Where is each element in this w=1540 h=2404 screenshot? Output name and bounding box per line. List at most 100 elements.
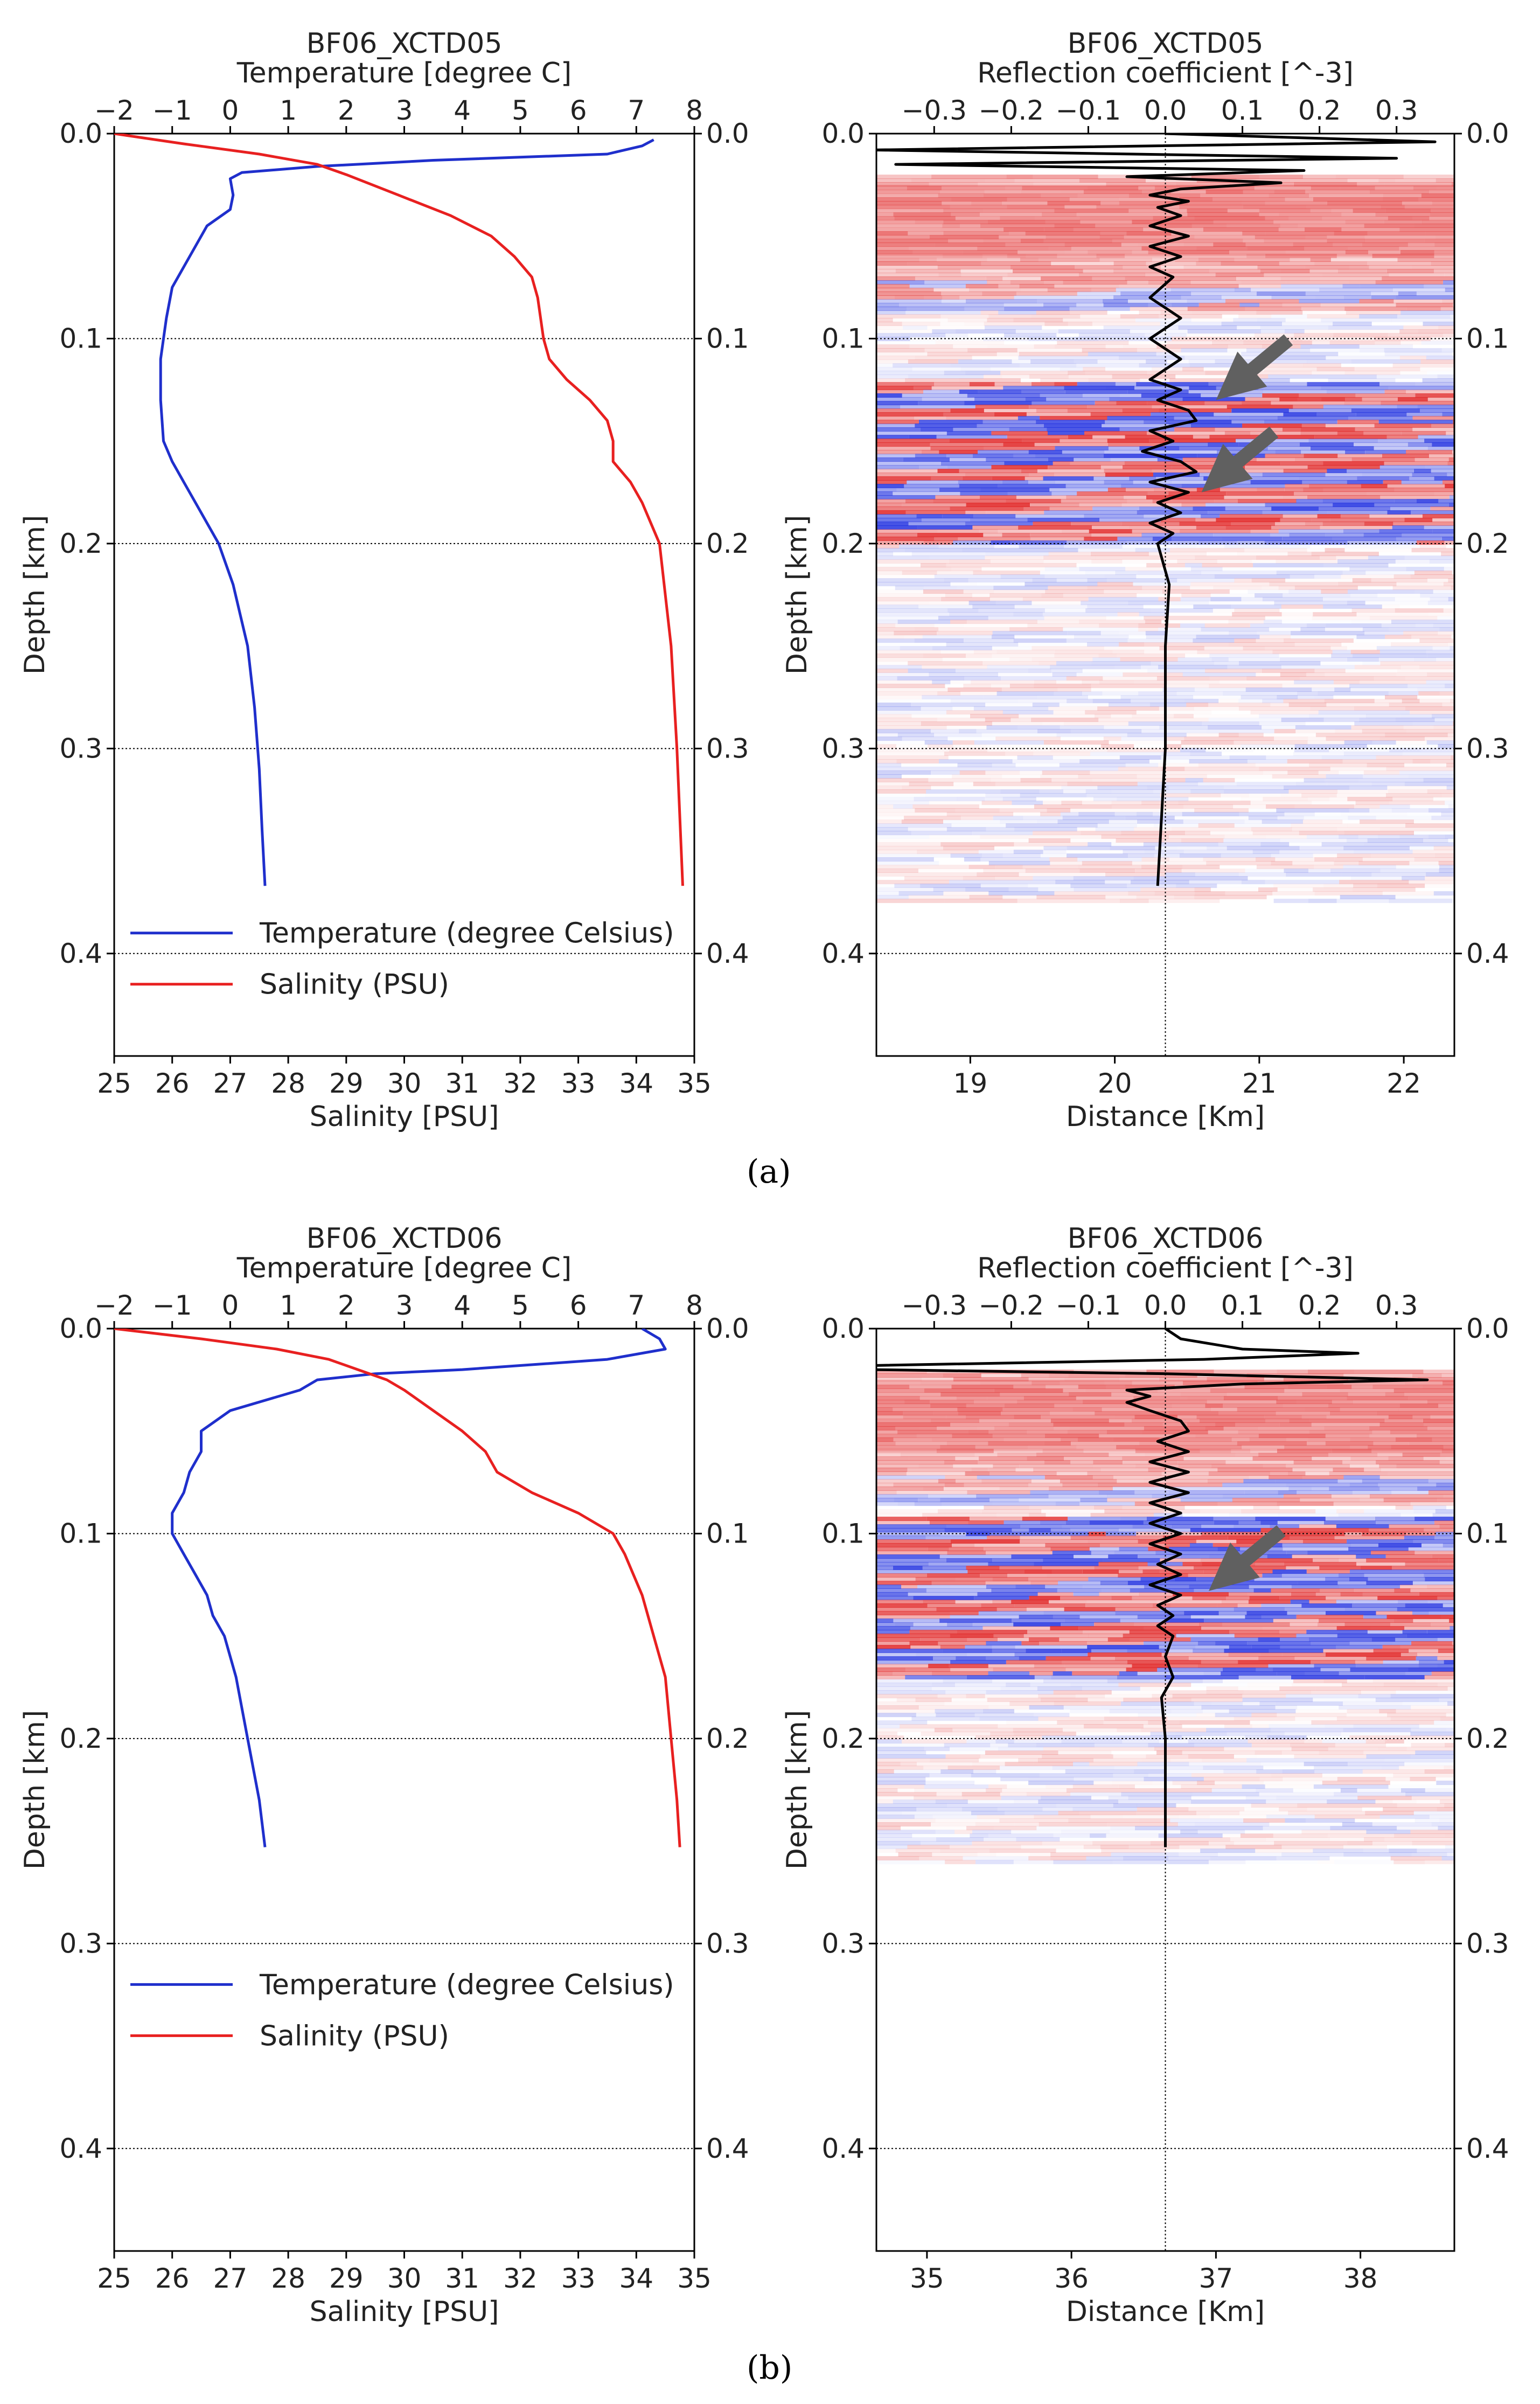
bottom-tick-label: 35 (910, 2263, 944, 2294)
top-tick-label: 3 (396, 95, 413, 126)
y-tick-label: 0.1 (821, 1518, 865, 1549)
y2-tick-label: 0.0 (706, 118, 749, 149)
panel-label-b: (b) (747, 2349, 793, 2387)
y2-tick-label: 0.2 (1466, 528, 1509, 559)
y2-tick-label: 0.2 (1466, 1723, 1509, 1754)
chart-title: BF06_XCTD05 (1068, 27, 1264, 60)
bottom-tick-label: 35 (677, 1068, 712, 1099)
arrow-annotation (1201, 426, 1279, 492)
bottom-tick-label: 34 (619, 1068, 653, 1099)
top-tick-label: 8 (686, 1290, 703, 1321)
top-axis-label: Reflection coefficient [^-3] (977, 1252, 1354, 1284)
top-tick-label: 7 (628, 95, 645, 126)
top-tick-label: 0.2 (1298, 95, 1341, 126)
reflection-coefficient-line (876, 134, 1437, 886)
top-tick-label: 2 (338, 1290, 355, 1321)
y-tick-label: 0.0 (59, 1313, 102, 1344)
y-tick-label: 0.3 (821, 1928, 865, 1959)
y-axis-label: Depth [km] (781, 515, 813, 675)
top-tick-label: 0.0 (1144, 1290, 1187, 1321)
bottom-axis-label: Salinity [PSU] (310, 1101, 499, 1133)
bottom-axis-label: Salinity [PSU] (310, 2296, 499, 2328)
y-tick-label: 0.1 (59, 1518, 102, 1549)
y-axis-label: Depth [km] (19, 1710, 51, 1870)
y2-tick-label: 0.2 (706, 1723, 749, 1754)
y2-tick-label: 0.3 (1466, 1928, 1509, 1959)
top-tick-label: 6 (570, 95, 587, 126)
y-tick-label: 0.0 (59, 118, 102, 149)
top-tick-label: −0.3 (902, 95, 967, 126)
bottom-tick-label: 28 (271, 1068, 305, 1099)
bottom-axis-label: Distance [Km] (1066, 2296, 1265, 2328)
bottom-tick-label: 31 (445, 2263, 479, 2294)
y2-tick-label: 0.1 (706, 1518, 749, 1549)
top-tick-label: 4 (454, 1290, 471, 1321)
top-tick-label: 5 (512, 95, 529, 126)
bottom-tick-label: 36 (1054, 2263, 1089, 2294)
y-tick-label: 0.0 (821, 118, 865, 149)
top-tick-label: −1 (152, 95, 192, 126)
top-tick-label: −2 (94, 1290, 134, 1321)
top-tick-label: −0.3 (902, 1290, 967, 1321)
top-tick-label: 0 (221, 1290, 239, 1321)
top-tick-label: 0.0 (1144, 95, 1187, 126)
y2-tick-label: 0.0 (1466, 1313, 1509, 1344)
top-tick-label: −0.1 (1056, 95, 1121, 126)
y-tick-label: 0.2 (821, 1723, 865, 1754)
y2-tick-label: 0.2 (706, 528, 749, 559)
bottom-tick-label: 31 (445, 1068, 479, 1099)
top-axis-label: Reflection coefficient [^-3] (977, 57, 1354, 89)
chart-b-left: 0.0 0.00.1 0.10.2 0.20.3 0.30.4 0.4−2 −1 0 1 2 3 4 5… (19, 1222, 749, 2328)
bottom-tick-label: 30 (387, 2263, 422, 2294)
bottom-tick-label: 32 (503, 2263, 538, 2294)
bottom-tick-label: 26 (155, 2263, 190, 2294)
y2-tick-label: 0.3 (706, 733, 749, 764)
top-tick-label: 3 (396, 1290, 413, 1321)
y-tick-label: 0.1 (821, 323, 865, 354)
chart-b-right: 0.0 0.0 0.1 0.1 0.2 0.2 0.3 0.3 0.4 0.4 −0.3 −0.2 −0… (781, 1222, 1509, 2328)
temperature-line (159, 138, 654, 886)
bottom-tick-label: 25 (97, 1068, 131, 1099)
legend: Temperature (degree Celsius) Salinity (PS… (130, 1969, 674, 2052)
series-group (876, 1329, 1429, 1847)
arrow-annotation (1216, 334, 1293, 400)
bottom-tick-label: 35 (677, 2263, 712, 2294)
series-group (876, 134, 1437, 886)
salinity-line (114, 1329, 681, 1847)
chart-a-left: 0.0 0.00.1 0.10.2 0.20.3 0.30.4 0.4−2 −1 0 1 2 3 4 5… (19, 27, 749, 1133)
y-tick-label: 0.2 (59, 1723, 102, 1754)
arrow-annotation (1208, 1525, 1286, 1591)
y-tick-label: 0.4 (59, 2133, 102, 2164)
top-axis-label: Temperature [degree C] (236, 57, 572, 89)
top-tick-label: −0.2 (979, 1290, 1044, 1321)
temperature-line (171, 1329, 667, 1847)
bottom-tick-label: 20 (1098, 1068, 1132, 1099)
y-axis-label: Depth [km] (781, 1710, 813, 1870)
series-group (114, 1329, 681, 1847)
bottom-tick-label: 33 (561, 2263, 596, 2294)
bottom-axis-label: Distance [Km] (1066, 1101, 1265, 1133)
bottom-tick-label: 29 (329, 2263, 364, 2294)
series-group (114, 134, 684, 886)
top-tick-label: −0.2 (979, 95, 1044, 126)
y2-tick-label: 0.4 (1466, 2133, 1509, 2164)
bottom-tick-label: 30 (387, 1068, 422, 1099)
bottom-tick-label: 28 (271, 2263, 305, 2294)
y-tick-label: 0.3 (821, 733, 865, 764)
axes-frame (113, 1328, 695, 2252)
seismic-section (876, 175, 1454, 904)
y-tick-label: 0.4 (59, 938, 102, 969)
y2-tick-label: 0.0 (706, 1313, 749, 1344)
bottom-tick-label: 34 (619, 2263, 653, 2294)
top-axis-label: Temperature [degree C] (236, 1252, 572, 1284)
bottom-tick-label: 19 (953, 1068, 988, 1099)
y-tick-label: 0.1 (59, 323, 102, 354)
bottom-tick-label: 33 (561, 1068, 596, 1099)
bottom-tick-label: 25 (97, 2263, 131, 2294)
bottom-tick-label: 22 (1386, 1068, 1421, 1099)
y-axis-label: Depth [km] (19, 515, 51, 675)
legend-salinity-label: Salinity (PSU) (260, 2020, 449, 2052)
bottom-tick-label: 26 (155, 1068, 190, 1099)
top-tick-label: 0 (221, 95, 239, 126)
